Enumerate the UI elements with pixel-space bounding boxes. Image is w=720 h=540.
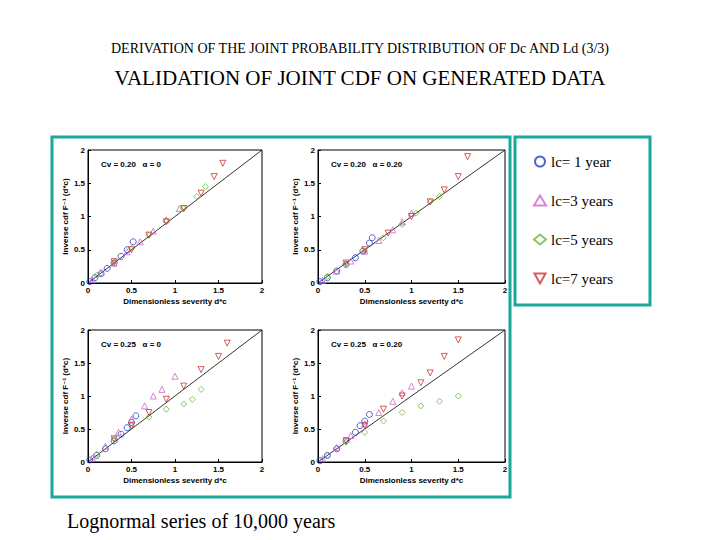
svg-text:Cv = 0.20 α = 0.20: Cv = 0.20 α = 0.20 — [331, 160, 403, 169]
svg-text:0.5: 0.5 — [126, 465, 138, 474]
svg-text:0.5: 0.5 — [359, 286, 371, 295]
svg-text:0: 0 — [310, 278, 315, 288]
svg-text:1.5: 1.5 — [453, 465, 465, 474]
svg-text:0.5: 0.5 — [304, 245, 316, 254]
svg-text:lc=7 years: lc=7 years — [551, 271, 613, 287]
svg-text:lc=5 years: lc=5 years — [551, 232, 613, 248]
svg-text:lc=3 years: lc=3 years — [551, 193, 613, 209]
svg-text:1.5: 1.5 — [213, 465, 225, 474]
svg-text:Inverse cdf F⁻¹ (d*c): Inverse cdf F⁻¹ (d*c) — [61, 358, 70, 435]
svg-text:0: 0 — [316, 286, 321, 295]
svg-text:1.5: 1.5 — [304, 179, 316, 188]
svg-text:1: 1 — [81, 392, 86, 401]
svg-text:Dimensionless severity d*c: Dimensionless severity d*c — [360, 297, 464, 306]
svg-text:2: 2 — [260, 465, 265, 474]
svg-text:1.5: 1.5 — [213, 286, 225, 295]
svg-text:0.5: 0.5 — [359, 465, 371, 474]
svg-text:0: 0 — [80, 278, 85, 288]
svg-text:2: 2 — [260, 286, 265, 295]
svg-text:1: 1 — [311, 392, 316, 401]
svg-text:0.5: 0.5 — [74, 245, 86, 254]
svg-text:0.5: 0.5 — [74, 425, 86, 434]
svg-text:0: 0 — [80, 457, 85, 467]
svg-text:2: 2 — [503, 286, 508, 295]
svg-text:Inverse cdf F⁻¹ (d*c): Inverse cdf F⁻¹ (d*c) — [291, 178, 300, 255]
svg-text:Cv = 0.25 α = 0.20: Cv = 0.25 α = 0.20 — [331, 340, 403, 349]
svg-text:0: 0 — [316, 465, 321, 474]
svg-text:1.5: 1.5 — [74, 359, 86, 368]
svg-text:Dimensionless severity d*c: Dimensionless severity d*c — [360, 476, 464, 485]
svg-text:0.5: 0.5 — [304, 425, 316, 434]
svg-text:lc= 1 year: lc= 1 year — [551, 154, 611, 170]
svg-text:Dimensionless severity d*c: Dimensionless severity d*c — [123, 476, 227, 485]
svg-text:Lognormal series of 10,000 yea: Lognormal series of 10,000 years — [67, 510, 335, 533]
svg-text:1.5: 1.5 — [74, 179, 86, 188]
svg-text:1: 1 — [311, 212, 316, 221]
svg-text:VALIDATION OF JOINT CDF ON GEN: VALIDATION OF JOINT CDF ON GENERATED DAT… — [114, 66, 606, 90]
svg-text:2: 2 — [311, 146, 316, 155]
svg-text:1: 1 — [81, 212, 86, 221]
svg-text:Cv = 0.20 α = 0: Cv = 0.20 α = 0 — [101, 160, 162, 169]
svg-text:0: 0 — [86, 286, 91, 295]
svg-text:Dimensionless severity d*c: Dimensionless severity d*c — [123, 297, 227, 306]
svg-text:1.5: 1.5 — [304, 359, 316, 368]
svg-text:Cv = 0.25 α = 0: Cv = 0.25 α = 0 — [101, 340, 162, 349]
svg-text:Inverse cdf F⁻¹ (d*c): Inverse cdf F⁻¹ (d*c) — [291, 358, 300, 435]
svg-text:1: 1 — [409, 465, 414, 474]
svg-text:2: 2 — [311, 326, 316, 335]
svg-text:1: 1 — [409, 286, 414, 295]
svg-text:2: 2 — [503, 465, 508, 474]
svg-text:Inverse cdf F⁻¹ (d*c): Inverse cdf F⁻¹ (d*c) — [61, 178, 70, 255]
svg-text:1: 1 — [173, 286, 178, 295]
svg-text:1.5: 1.5 — [453, 286, 465, 295]
svg-text:2: 2 — [81, 146, 86, 155]
svg-text:DERIVATION OF THE JOINT PROBAB: DERIVATION OF THE JOINT PROBABILITY DIST… — [111, 41, 609, 57]
svg-text:2: 2 — [81, 326, 86, 335]
svg-text:0.5: 0.5 — [126, 286, 138, 295]
svg-text:0: 0 — [86, 465, 91, 474]
svg-text:1: 1 — [173, 465, 178, 474]
svg-text:0: 0 — [310, 457, 315, 467]
